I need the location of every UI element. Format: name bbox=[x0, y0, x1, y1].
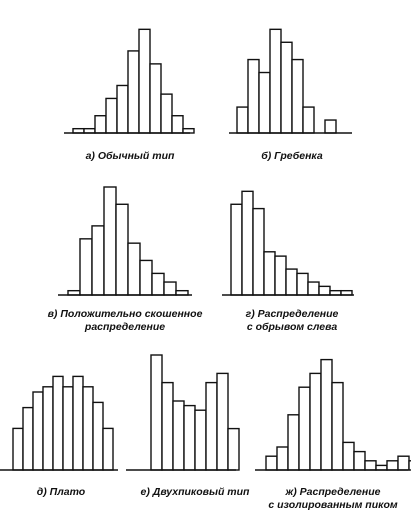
histogram-bar bbox=[241, 190, 254, 296]
caption-line: а) Обычный тип bbox=[85, 150, 175, 162]
histogram-bar bbox=[150, 354, 163, 471]
histogram-bar bbox=[408, 460, 411, 471]
caption-line: с изолированным пиком bbox=[268, 499, 398, 511]
histogram-bar bbox=[115, 203, 129, 296]
histogram-panel bbox=[255, 358, 411, 471]
histogram-panel bbox=[229, 28, 352, 134]
histogram-caption: а) Обычный тип bbox=[60, 150, 200, 163]
histogram-bar bbox=[105, 97, 118, 134]
histogram-bar bbox=[127, 242, 141, 296]
histogram-bar bbox=[149, 63, 162, 134]
histogram-bar bbox=[79, 238, 93, 296]
histogram-bar bbox=[52, 375, 64, 471]
histogram-bar bbox=[296, 272, 309, 296]
histogram-caption: д) Плато bbox=[0, 486, 122, 499]
histogram-bar bbox=[42, 386, 54, 471]
histogram-bar bbox=[171, 115, 184, 134]
histogram-bar bbox=[318, 285, 331, 296]
caption-line: ж) Распределение bbox=[285, 486, 381, 498]
histogram-bar bbox=[91, 225, 105, 296]
histogram-bar bbox=[227, 427, 240, 471]
histogram-panel bbox=[0, 375, 118, 471]
histogram-bar bbox=[263, 251, 276, 296]
histogram-bar bbox=[216, 372, 229, 471]
histogram-caption: б) Гребенка bbox=[222, 150, 362, 163]
caption-line: распределение bbox=[84, 321, 166, 333]
caption-line: б) Гребенка bbox=[261, 150, 323, 162]
histogram-bar bbox=[116, 84, 129, 134]
histogram-panel bbox=[58, 186, 192, 296]
histogram-bar bbox=[230, 203, 243, 296]
histogram-bar bbox=[94, 115, 107, 134]
histogram-bar bbox=[285, 268, 298, 296]
histogram-bar bbox=[386, 460, 399, 471]
histogram-bar bbox=[12, 427, 24, 471]
histogram-caption: е) Двухпиковый тип bbox=[125, 486, 265, 499]
histogram-bar bbox=[364, 460, 377, 471]
caption-line: в) Положительно скошенное bbox=[47, 308, 203, 320]
histogram-caption: в) Положительно скошенное распределение bbox=[30, 308, 220, 334]
histogram-bar bbox=[291, 58, 304, 134]
caption-line: г) Распределение bbox=[245, 308, 339, 320]
histogram-bar bbox=[397, 455, 410, 471]
histogram-bar bbox=[62, 386, 74, 471]
histogram-bar bbox=[127, 50, 140, 134]
histogram-bar bbox=[309, 372, 322, 471]
histogram-bar bbox=[324, 119, 337, 134]
histogram-bar bbox=[320, 358, 333, 471]
histogram-bar bbox=[72, 375, 84, 471]
histogram-bar bbox=[139, 259, 153, 296]
histogram-panel bbox=[222, 190, 354, 296]
histogram-bar bbox=[172, 400, 185, 471]
histogram-panel bbox=[64, 28, 195, 134]
histogram-bar bbox=[32, 391, 44, 471]
histogram-bar bbox=[102, 427, 114, 471]
histogram-bar bbox=[103, 186, 117, 296]
histogram-bar bbox=[258, 71, 271, 134]
histogram-bar bbox=[92, 401, 104, 471]
histogram-bar bbox=[302, 106, 315, 134]
histogram-bar bbox=[276, 446, 289, 471]
histogram-bar bbox=[280, 41, 293, 134]
caption-line: е) Двухпиковый тип bbox=[140, 486, 250, 498]
histogram-bar bbox=[22, 406, 34, 471]
histogram-bar bbox=[161, 381, 174, 471]
histogram-bar bbox=[194, 409, 207, 471]
histogram-bar bbox=[183, 404, 196, 471]
histogram-bar bbox=[298, 386, 311, 471]
histogram-bar bbox=[252, 207, 265, 296]
histogram-bar bbox=[163, 281, 177, 296]
caption-line: с обрывом слева bbox=[246, 321, 338, 333]
histogram-caption: ж) Распределение с изолированным пиком bbox=[255, 486, 411, 512]
histogram-bar bbox=[247, 58, 260, 134]
histogram-bar bbox=[160, 93, 173, 134]
histogram-bar bbox=[138, 28, 151, 134]
histogram-bar bbox=[353, 450, 366, 471]
histogram-bar bbox=[82, 386, 94, 471]
caption-line: д) Плато bbox=[36, 486, 86, 498]
histogram-panel bbox=[126, 354, 240, 471]
histogram-bar bbox=[331, 381, 344, 471]
histogram-caption: г) Распределение с обрывом слева bbox=[222, 308, 362, 334]
histogram-bar bbox=[236, 106, 249, 134]
histogram-bar bbox=[151, 272, 165, 296]
histogram-bar bbox=[265, 455, 278, 471]
histogram-bar bbox=[274, 255, 287, 296]
histogram-bar bbox=[269, 28, 282, 134]
histogram-bar bbox=[287, 414, 300, 471]
histogram-bar bbox=[205, 381, 218, 471]
histogram-bar bbox=[307, 281, 320, 296]
histogram-bar bbox=[342, 441, 355, 471]
